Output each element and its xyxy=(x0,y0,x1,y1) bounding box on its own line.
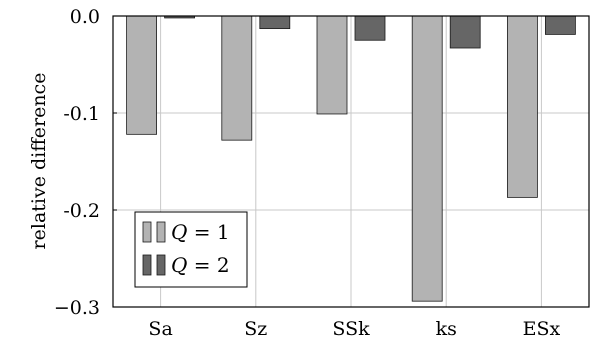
bar-series-1 xyxy=(126,15,157,135)
legend-label-symbol: Q xyxy=(171,253,187,277)
bar-series-2 xyxy=(545,15,576,35)
legend-swatch xyxy=(156,254,166,276)
bar-series-1 xyxy=(411,15,443,302)
y-axis-title: relative difference xyxy=(28,73,50,250)
legend-label: Q = 1 xyxy=(171,220,230,244)
legend-swatch xyxy=(142,221,152,243)
legend-swatch xyxy=(142,254,152,276)
legend-box xyxy=(134,211,248,288)
category-label: ESx xyxy=(523,318,561,340)
legend-swatch xyxy=(156,221,166,243)
y-tick-label: -0.1 xyxy=(63,103,100,125)
y-tick-label: 0.0 xyxy=(70,6,100,28)
legend: Q = 1Q = 2 xyxy=(134,211,248,288)
bar-series-1 xyxy=(506,15,538,198)
bar-series-2 xyxy=(259,15,291,30)
legend-label-value: = 2 xyxy=(187,253,229,277)
category-label: SSk xyxy=(332,318,370,340)
bar-series-1 xyxy=(316,15,348,115)
y-tick-label: -0.2 xyxy=(63,200,100,222)
x-categories: Sa Sz SSk ks ESx xyxy=(148,318,560,340)
bar-series-1 xyxy=(221,15,253,141)
category-label: Sz xyxy=(244,318,267,340)
legend-label: Q = 2 xyxy=(171,253,230,277)
category-label: ks xyxy=(436,318,457,340)
legend-label-value: = 1 xyxy=(187,220,229,244)
y-ticks: 0.0 -0.1 -0.2 −0.3 xyxy=(54,6,117,319)
y-tick-label: −0.3 xyxy=(54,297,100,319)
bar-series-2 xyxy=(449,15,481,49)
category-label: Sa xyxy=(148,318,172,340)
plot-frame xyxy=(112,15,590,308)
legend-label-symbol: Q xyxy=(171,220,187,244)
bars xyxy=(126,15,576,302)
bar-series-2 xyxy=(354,15,386,41)
